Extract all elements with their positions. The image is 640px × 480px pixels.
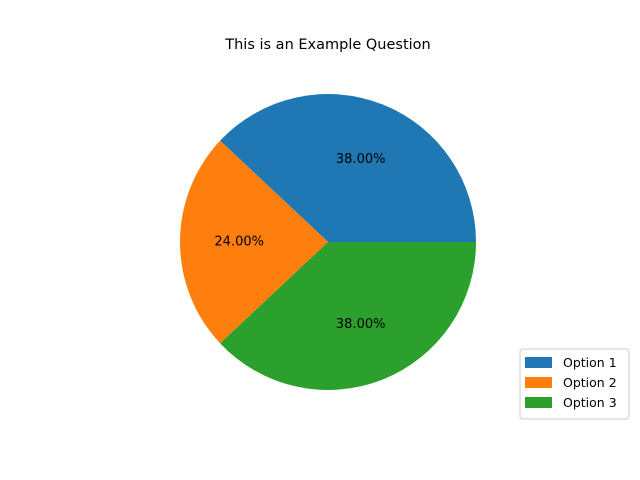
slice-percent-label-2: 24.00% <box>214 235 264 250</box>
pie-slice-1 <box>220 93 477 242</box>
legend-entries: Option 1 Option 2 Option 3 <box>525 355 617 410</box>
legend-label-2: Option 2 <box>563 375 617 390</box>
pie-slices <box>179 93 477 391</box>
chart-title: This is an Example Question <box>224 37 431 53</box>
slice-percent-label-1: 38.00% <box>336 152 386 167</box>
slice-percent-label-3: 38.00% <box>336 317 386 332</box>
legend-label-3: Option 3 <box>563 395 617 410</box>
pie-slice-2 <box>179 140 328 344</box>
legend-label-1: Option 1 <box>563 355 617 370</box>
slice-labels: 38.00% 24.00% 38.00% <box>214 152 385 332</box>
legend-swatch-2 <box>525 377 552 388</box>
legend: Option 1 Option 2 Option 3 <box>519 348 630 420</box>
pie-slice-3 <box>220 242 476 391</box>
legend-swatch-3 <box>525 397 552 408</box>
legend-swatch-1 <box>525 357 552 368</box>
